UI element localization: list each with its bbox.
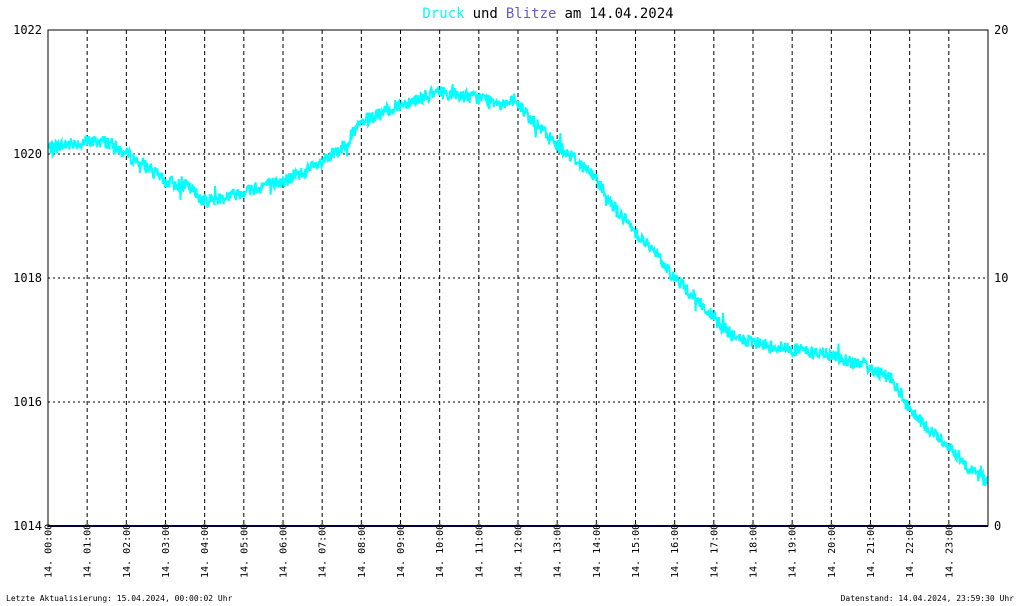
footer-data-state: Datenstand: 14.04.2024, 23:59:30 Uhr [841, 594, 1015, 603]
title-am: am [564, 6, 581, 22]
plot-frame [47, 29, 989, 527]
x-tick-label: 14. 01:00 [83, 524, 94, 578]
y-left-tick-label: 1014 [13, 519, 42, 533]
y-right-tick-label: 20 [994, 23, 1008, 37]
y-right-tick-label: 10 [994, 271, 1008, 285]
x-tick-label: 14. 10:00 [435, 524, 446, 578]
x-tick-label: 14. 12:00 [514, 524, 525, 578]
x-tick-label: 14. 02:00 [122, 524, 133, 578]
x-tick-label: 14. 07:00 [318, 524, 329, 578]
x-tick-label: 14. 15:00 [631, 524, 642, 578]
x-tick-label: 14. 11:00 [474, 524, 485, 578]
title-date: 14.04.2024 [589, 6, 673, 22]
y-left-tick-label: 1018 [13, 271, 42, 285]
x-tick-label: 14. 19:00 [788, 524, 799, 578]
x-tick-label: 14. 20:00 [827, 524, 838, 578]
x-tick-label: 14. 06:00 [279, 524, 290, 578]
x-tick-label: 14. 08:00 [357, 524, 368, 578]
x-tick-label: 14. 22:00 [905, 524, 916, 578]
title-und: und [473, 6, 498, 22]
series-druck-line [47, 83, 989, 487]
x-tick-label: 14. 23:00 [944, 524, 955, 578]
x-tick-label: 14. 17:00 [709, 524, 720, 578]
x-tick-label: 14. 18:00 [749, 524, 760, 578]
x-tick-label: 14. 03:00 [161, 524, 172, 578]
x-tick-label: 14. 05:00 [239, 524, 250, 578]
x-tick-label: 14. 14:00 [592, 524, 603, 578]
y-left-tick-label: 1020 [13, 147, 42, 161]
x-tick-label: 14. 16:00 [670, 524, 681, 578]
x-tick-label: 14. 09:00 [396, 524, 407, 578]
y-left-tick-label: 1016 [13, 395, 42, 409]
x-tick-label: 14. 21:00 [866, 524, 877, 578]
x-tick-label: 14. 04:00 [200, 524, 211, 578]
y-left-tick-label: 1022 [13, 23, 42, 37]
footer-last-update: Letzte Aktualisierung: 15.04.2024, 00:00… [6, 594, 233, 603]
axes: 14. 00:00 14. 01:00 14. 02:00 14. 03:00 14. … [13, 23, 1008, 578]
title-druck: Druck [422, 6, 465, 22]
title-blitze: Blitze [506, 6, 557, 22]
y-right-tick-label: 0 [994, 519, 1001, 533]
x-tick-label: 14. 00:00 [44, 524, 55, 578]
x-tick-label: 14. 13:00 [553, 524, 564, 578]
chart-title: Druck und Blitze am 14.04.2024 [422, 6, 673, 22]
